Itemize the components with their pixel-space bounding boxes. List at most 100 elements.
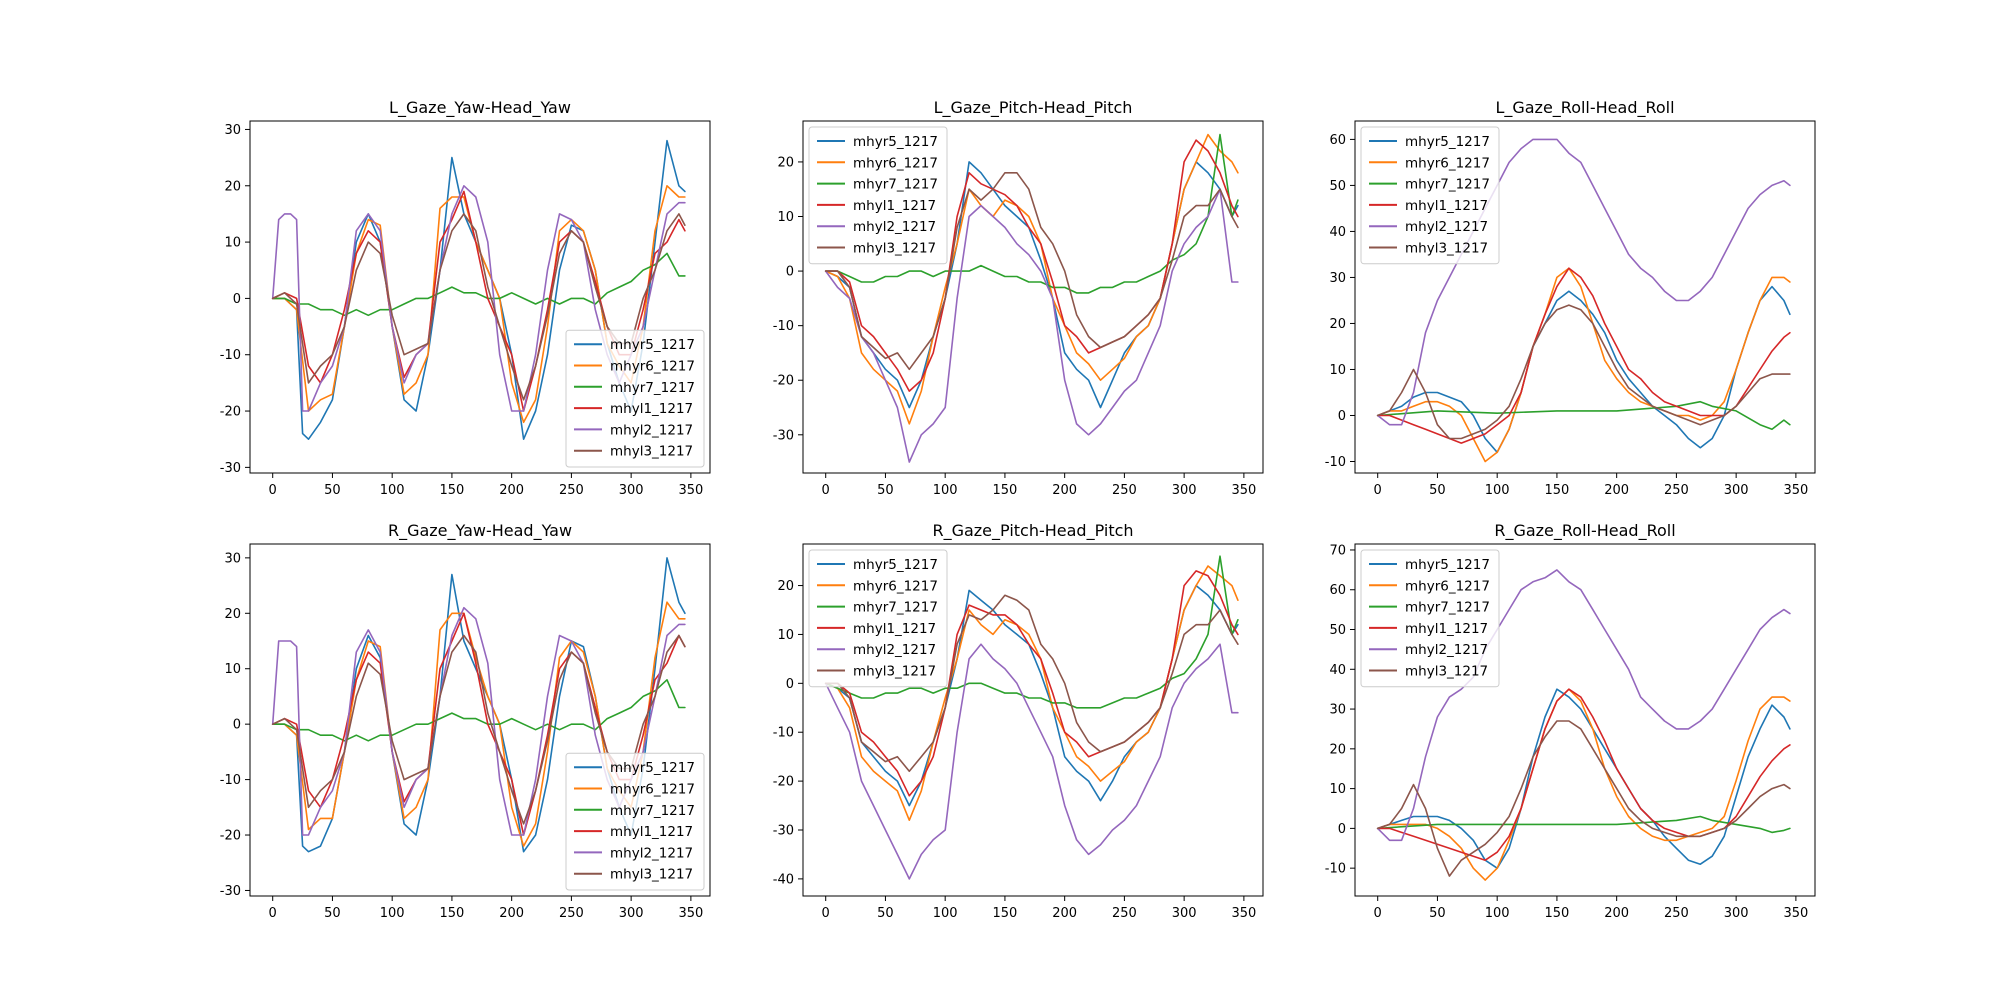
x-tick-label: 150 [1545, 906, 1570, 921]
x-tick-label: 50 [1429, 906, 1446, 921]
y-tick-label: -20 [773, 374, 794, 389]
x-tick-label: 0 [1374, 483, 1382, 498]
x-tick-label: 350 [1783, 906, 1808, 921]
series-group [824, 133, 1239, 463]
chart-title: L_Gaze_Pitch-Head_Pitch [934, 98, 1133, 118]
legend-box [1360, 126, 1500, 265]
plot-frame [249, 120, 711, 474]
chart-panel-4: 0 50 100 150 200 250 300 350 -30 -20 -10 0 10 20 30 R_G… [220, 521, 711, 921]
y-tick-label: -30 [220, 461, 241, 476]
legend-label: mhyr7_1217 [1405, 600, 1490, 616]
x-tick-label: 300 [1172, 483, 1197, 498]
legend-label: mhyl1_1217 [610, 401, 693, 417]
series-group [1376, 138, 1791, 463]
x-tick-label: 250 [1664, 906, 1689, 921]
y-tick-label: 30 [1329, 271, 1346, 286]
y-tick-label: -30 [773, 824, 794, 839]
legend: mhyr5_1217 mhyr6_1217 mhyr7_1217 mhyl1_1217… [1360, 126, 1500, 265]
y-tick-label: -20 [220, 405, 241, 420]
series-line-mhyr7_1217 [1376, 400, 1791, 431]
y-tick-label: -10 [1325, 455, 1346, 470]
legend-box [565, 752, 705, 891]
series-line-mhyr7_1217 [824, 133, 1239, 294]
series-line-mhyr6_1217 [1376, 688, 1791, 881]
x-tick-label: 200 [1052, 906, 1077, 921]
y-tick-label: -20 [773, 775, 794, 790]
series-line-mhyr7_1217 [824, 555, 1239, 709]
y-tick-label: -30 [773, 428, 794, 443]
legend-label: mhyr5_1217 [610, 760, 695, 776]
legend-label: mhyl1_1217 [1405, 198, 1488, 214]
y-tick-label: 20 [224, 607, 241, 622]
x-tick-label: 150 [1545, 483, 1570, 498]
chart-panel-6: 0 50 100 150 200 250 300 350 -10 0 10 20 30 40 50 60 70 R… [1325, 521, 1816, 921]
y-tick-label: 0 [233, 292, 241, 307]
x-tick-label: 250 [1112, 483, 1137, 498]
legend-label: mhyl3_1217 [1405, 241, 1488, 257]
y-tick-label: 20 [224, 179, 241, 194]
x-tick-label: 200 [499, 906, 524, 921]
x-tick-label: 300 [1172, 906, 1197, 921]
x-tick-label: 100 [933, 906, 958, 921]
x-tick-label: 350 [678, 483, 703, 498]
plot-frame [802, 120, 1264, 474]
x-tick-label: 200 [499, 483, 524, 498]
legend-label: mhyr5_1217 [853, 557, 938, 573]
y-tick-label: 10 [224, 662, 241, 677]
y-tick-label: -10 [773, 319, 794, 334]
x-tick-label: 0 [822, 483, 830, 498]
chart-title: L_Gaze_Roll-Head_Roll [1495, 98, 1674, 118]
plot-frame [1354, 120, 1816, 474]
y-tick-label: 70 [1329, 543, 1346, 558]
plot-frame [249, 543, 711, 897]
series-line-mhyr7_1217 [271, 252, 686, 317]
legend-label: mhyl2_1217 [853, 219, 936, 235]
legend-label: mhyl3_1217 [610, 444, 693, 460]
x-tick-label: 300 [619, 906, 644, 921]
y-tick-label: 0 [786, 677, 794, 692]
legend-label: mhyr5_1217 [1405, 557, 1490, 573]
series-line-mhyl3_1217 [1376, 304, 1791, 440]
legend: mhyr5_1217 mhyr6_1217 mhyr7_1217 mhyl1_1217… [565, 329, 705, 468]
x-tick-label: 150 [993, 906, 1018, 921]
x-tick-label: 150 [440, 483, 465, 498]
series-group [1376, 569, 1791, 881]
legend-box [808, 126, 948, 265]
x-tick-label: 50 [877, 906, 894, 921]
legend-label: mhyl1_1217 [853, 621, 936, 637]
x-tick-label: 200 [1052, 483, 1077, 498]
x-tick-label: 350 [1231, 906, 1256, 921]
x-tick-label: 350 [1231, 483, 1256, 498]
legend-label: mhyr6_1217 [1405, 155, 1490, 171]
series-line-mhyr5_1217 [1376, 688, 1791, 870]
x-tick-label: 350 [1783, 483, 1808, 498]
y-tick-label: 50 [1329, 179, 1346, 194]
x-tick-label: 150 [440, 906, 465, 921]
legend-label: mhyr6_1217 [853, 155, 938, 171]
y-tick-label: 10 [777, 628, 794, 643]
legend-label: mhyr5_1217 [610, 337, 695, 353]
legend-label: mhyr6_1217 [1405, 578, 1490, 594]
chart-title: R_Gaze_Pitch-Head_Pitch [932, 521, 1133, 541]
chart-title: R_Gaze_Roll-Head_Roll [1494, 521, 1675, 541]
legend-label: mhyr7_1217 [1405, 177, 1490, 193]
legend-label: mhyl2_1217 [610, 422, 693, 438]
x-tick-label: 100 [933, 483, 958, 498]
series-line-mhyl3_1217 [824, 172, 1239, 371]
x-tick-label: 250 [1664, 483, 1689, 498]
y-tick-label: 20 [777, 579, 794, 594]
y-tick-label: 30 [1329, 703, 1346, 718]
y-tick-label: -20 [220, 829, 241, 844]
x-tick-label: 300 [1724, 906, 1749, 921]
y-tick-label: 0 [1338, 822, 1346, 837]
x-tick-label: 0 [1374, 906, 1382, 921]
legend-label: mhyl3_1217 [853, 664, 936, 680]
y-tick-label: 20 [1329, 742, 1346, 757]
x-tick-label: 200 [1604, 906, 1629, 921]
x-tick-label: 350 [678, 906, 703, 921]
legend-label: mhyl2_1217 [1405, 219, 1488, 235]
legend-label: mhyr6_1217 [610, 782, 695, 798]
legend-label: mhyr7_1217 [853, 177, 938, 193]
series-line-mhyl2_1217 [824, 188, 1239, 463]
